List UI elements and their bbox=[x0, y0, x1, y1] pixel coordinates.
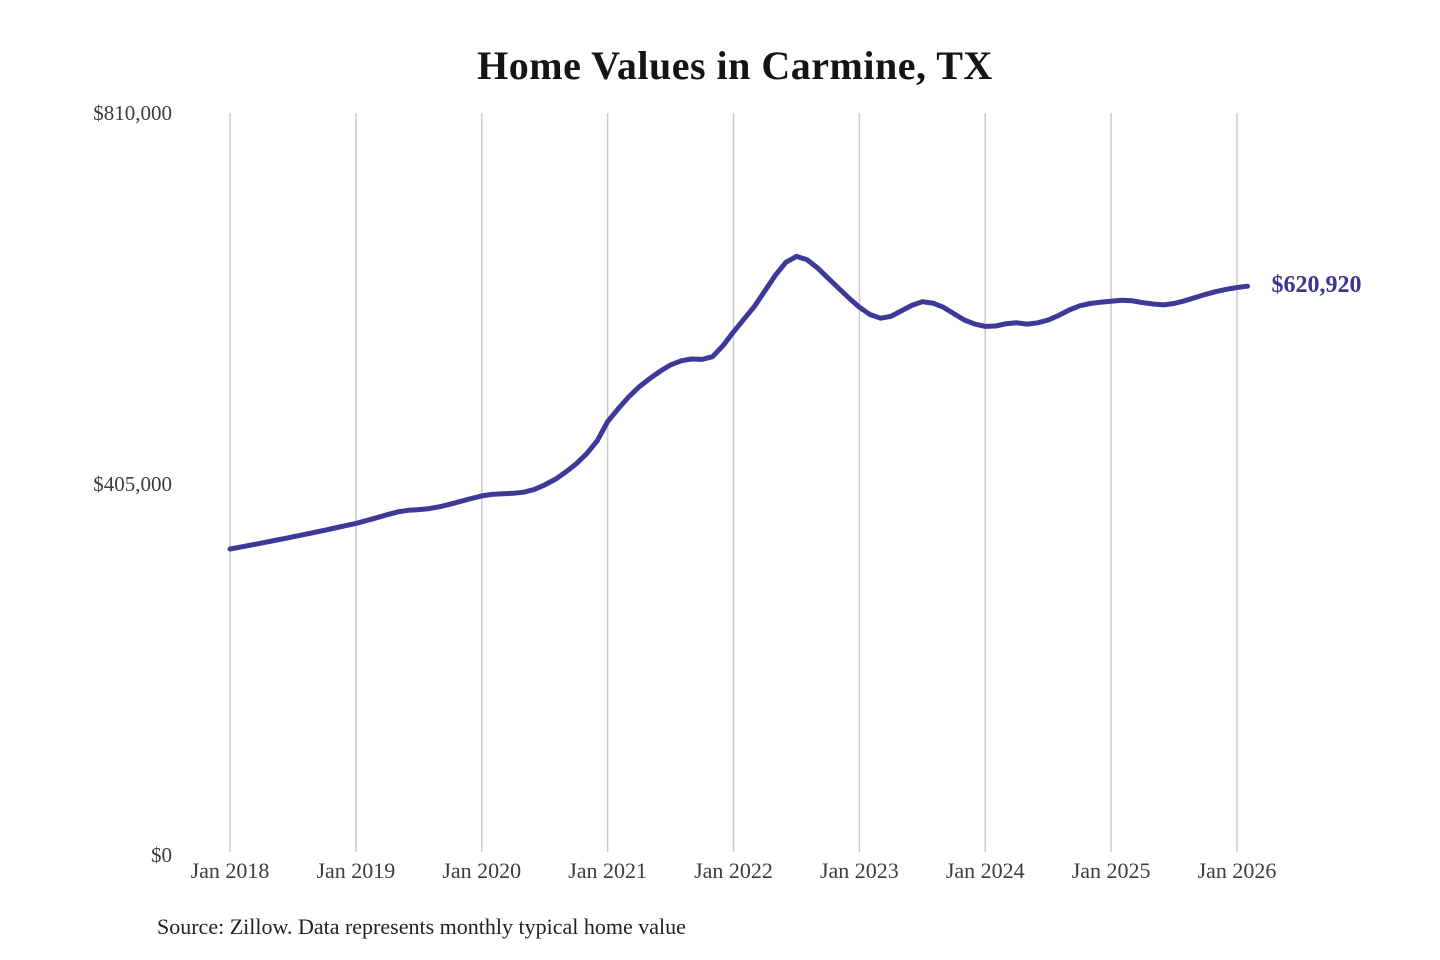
x-tick-label: Jan 2019 bbox=[316, 858, 396, 883]
y-tick-label: $405,000 bbox=[93, 472, 172, 496]
x-tick-label: Jan 2021 bbox=[568, 858, 648, 883]
x-tick-label: Jan 2020 bbox=[442, 858, 522, 883]
x-tick-label: Jan 2022 bbox=[694, 858, 773, 883]
x-tick-label: Jan 2018 bbox=[190, 858, 270, 883]
y-tick-label: $0 bbox=[151, 843, 172, 867]
end-value-label: $620,920 bbox=[1271, 272, 1362, 299]
x-tick-label: Jan 2024 bbox=[945, 858, 1025, 883]
source-note: Source: Zillow. Data represents monthly … bbox=[157, 914, 686, 939]
y-tick-label: $810,000 bbox=[93, 101, 172, 125]
chart-title: Home Values in Carmine, TX bbox=[477, 43, 993, 88]
x-tick-label: Jan 2025 bbox=[1071, 858, 1151, 883]
home-value-line bbox=[227, 253, 1250, 552]
x-tick-label: Jan 2026 bbox=[1197, 858, 1277, 883]
x-tick-label: Jan 2023 bbox=[819, 858, 899, 883]
